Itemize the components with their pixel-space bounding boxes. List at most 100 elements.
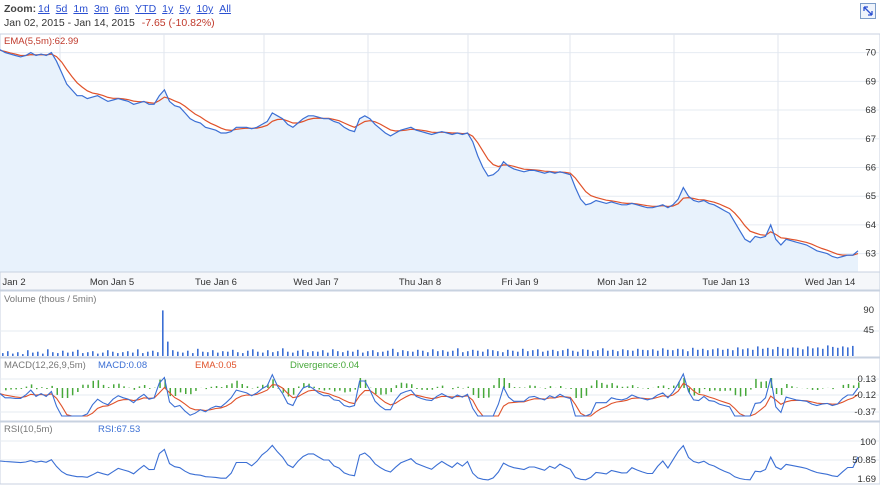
divergence-bar bbox=[133, 388, 136, 390]
divergence-bar bbox=[637, 387, 639, 388]
price-x-tick: Fri Jan 9 bbox=[502, 277, 539, 288]
price-panel: EMA(5,5m):62.99 70 69 68 67 66 65 64 63 Jan 2 Mo… bbox=[0, 33, 880, 291]
volume-bar bbox=[302, 349, 304, 356]
volume-bar bbox=[147, 351, 149, 356]
volume-bar bbox=[527, 351, 529, 356]
zoom-10y[interactable]: 10y bbox=[196, 3, 214, 15]
volume-bar bbox=[57, 353, 59, 356]
divergence-bar bbox=[282, 388, 285, 393]
divergence-bar bbox=[123, 386, 125, 388]
divergence-bar bbox=[791, 386, 793, 388]
volume-bar bbox=[237, 352, 239, 356]
volume-bar bbox=[442, 350, 444, 356]
divergence-bar bbox=[118, 383, 120, 388]
volume-bar bbox=[307, 352, 309, 356]
volume-tick-90: 90 bbox=[863, 305, 874, 316]
rsi-panel: RSI(10,5m) RSI:67.53 100 50.85 1.69 bbox=[0, 421, 880, 485]
price-x-tick: Wed Jan 14 bbox=[805, 277, 856, 288]
expand-icon[interactable] bbox=[860, 3, 876, 19]
divergence-bar bbox=[231, 383, 233, 388]
divergence-bar bbox=[303, 383, 305, 388]
volume-bar bbox=[202, 351, 204, 356]
divergence-bar bbox=[25, 386, 28, 388]
divergence-bar bbox=[236, 380, 238, 388]
volume-bar bbox=[792, 347, 794, 356]
divergence-bar bbox=[159, 379, 161, 388]
divergence-bar bbox=[549, 386, 552, 388]
volume-bar bbox=[412, 351, 414, 356]
volume-bar bbox=[517, 351, 519, 356]
volume-bar bbox=[667, 349, 669, 356]
divergence-bar bbox=[262, 384, 264, 388]
volume-bar bbox=[82, 353, 84, 356]
volume-bar bbox=[287, 351, 289, 356]
volume-bar bbox=[157, 352, 159, 356]
range-separator: - bbox=[67, 17, 72, 29]
divergence-bar bbox=[811, 388, 814, 390]
divergence-bar bbox=[77, 388, 79, 392]
volume-bar bbox=[722, 349, 724, 356]
divergence-bar bbox=[318, 388, 320, 390]
volume-bar bbox=[522, 348, 524, 356]
ema-indicator-label: EMA(5,5m):62.99 bbox=[4, 36, 78, 47]
divergence-bar bbox=[560, 386, 562, 388]
divergence-bar bbox=[149, 388, 151, 389]
volume-bar bbox=[142, 353, 144, 356]
divergence-bar bbox=[580, 388, 583, 398]
price-x-tick: Wed Jan 7 bbox=[293, 277, 338, 288]
divergence-bar bbox=[313, 386, 315, 388]
divergence-bar bbox=[51, 385, 53, 388]
volume-bar bbox=[747, 348, 749, 356]
volume-bar bbox=[7, 351, 9, 356]
volume-bar bbox=[702, 348, 704, 356]
volume-bar bbox=[577, 351, 579, 356]
divergence-bar bbox=[621, 386, 624, 388]
volume-bar bbox=[2, 353, 4, 356]
volume-bar bbox=[832, 346, 834, 356]
zoom-label: Zoom: bbox=[4, 3, 37, 15]
divergence-bar bbox=[292, 388, 295, 395]
zoom-ytd[interactable]: YTD bbox=[135, 3, 157, 15]
divergence-bar bbox=[739, 388, 742, 397]
volume-bar bbox=[102, 352, 104, 356]
divergence-bar bbox=[102, 384, 105, 388]
volume-bar bbox=[842, 346, 844, 356]
volume-bar bbox=[117, 353, 119, 356]
volume-bar bbox=[662, 348, 664, 356]
volume-bar bbox=[457, 348, 459, 356]
divergence-bar bbox=[426, 388, 428, 390]
zoom-1y[interactable]: 1y bbox=[162, 3, 174, 15]
volume-bar bbox=[427, 352, 429, 356]
zoom-6m[interactable]: 6m bbox=[114, 3, 130, 15]
zoom-1d[interactable]: 1d bbox=[38, 3, 50, 15]
zoom-5y[interactable]: 5y bbox=[179, 3, 191, 15]
zoom-all[interactable]: All bbox=[219, 3, 231, 15]
volume-bar bbox=[737, 347, 739, 356]
volume-bar bbox=[602, 348, 604, 356]
volume-bar bbox=[437, 351, 439, 356]
divergence-bar bbox=[508, 383, 511, 388]
zoom-3m[interactable]: 3m bbox=[93, 3, 109, 15]
macd-panel: MACD(12,26,9,5m) MACD:0.08 EMA:0.05 Dive… bbox=[0, 357, 880, 422]
volume-bar bbox=[697, 349, 699, 356]
volume-bar bbox=[607, 350, 609, 356]
divergence-bar bbox=[20, 388, 23, 389]
volume-bar bbox=[272, 352, 274, 356]
volume-bar bbox=[67, 352, 69, 356]
volume-indicator-label: Volume (thous / 5min) bbox=[4, 294, 96, 305]
volume-bar bbox=[12, 353, 14, 356]
divergence-bar bbox=[729, 388, 732, 391]
divergence-bar bbox=[755, 378, 757, 388]
price-x-tick: Tue Jan 13 bbox=[702, 277, 749, 288]
volume-bar bbox=[122, 352, 124, 356]
divergence-bar bbox=[395, 385, 398, 388]
divergence-bar bbox=[190, 388, 192, 395]
zoom-5d[interactable]: 5d bbox=[55, 3, 68, 15]
rsi-tick-low: 1.69 bbox=[858, 474, 877, 485]
divergence-bar bbox=[631, 385, 634, 388]
divergence-bar bbox=[323, 388, 326, 391]
zoom-1m[interactable]: 1m bbox=[73, 3, 88, 15]
volume-bar bbox=[212, 350, 214, 356]
divergence-bar bbox=[421, 388, 423, 390]
